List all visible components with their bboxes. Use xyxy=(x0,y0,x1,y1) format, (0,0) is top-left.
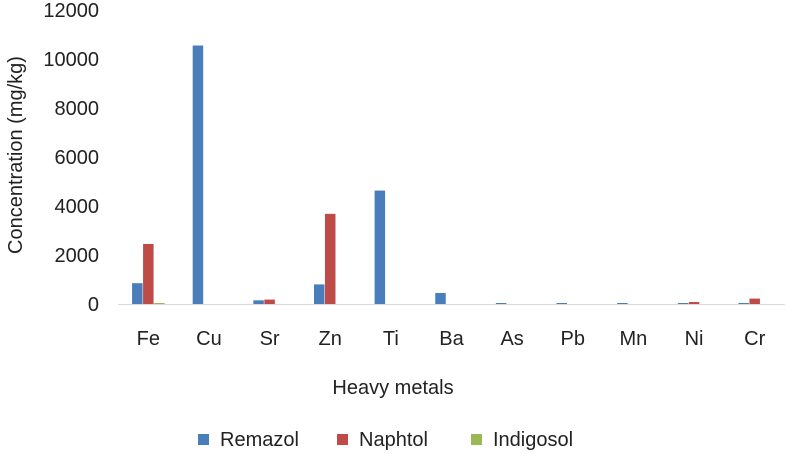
bar-remazol-cu xyxy=(192,45,204,305)
x-category-label: Cr xyxy=(744,328,765,350)
bar-naphtol-cr xyxy=(749,298,760,304)
x-category-label: Ba xyxy=(439,328,464,350)
bar-remazol-ni xyxy=(677,303,689,304)
bar-indigosol-fe xyxy=(154,303,165,304)
x-category-label: Ti xyxy=(383,328,399,350)
bar-remazol-as xyxy=(495,303,507,304)
bar-naphtol-sr xyxy=(264,299,275,304)
bar-remazol-mn xyxy=(617,303,628,304)
bar-remazol-sr xyxy=(253,300,264,304)
legend-swatch-naphtol xyxy=(337,434,348,445)
bar-naphtol-zn xyxy=(324,213,336,304)
bar-remazol-pb xyxy=(556,303,568,304)
legend-swatch-indigosol xyxy=(471,434,482,445)
bar-remazol-ba xyxy=(435,292,446,304)
bar-naphtol-ni xyxy=(688,302,700,304)
legend-label-remazol: Remazol xyxy=(220,429,299,451)
legend-label-indigosol: Indigosol xyxy=(493,429,573,451)
bar-remazol-fe xyxy=(132,283,143,304)
legend-label-naphtol: Naphtol xyxy=(359,429,428,451)
y-tick-label: 4000 xyxy=(55,196,100,218)
y-tick-label: 8000 xyxy=(55,98,100,120)
bars xyxy=(132,45,760,305)
y-axis-title: Concentration (mg/kg) xyxy=(5,56,27,254)
x-category-label: As xyxy=(500,328,523,350)
x-category-label: Fe xyxy=(137,328,160,350)
bar-naphtol-fe xyxy=(143,243,154,304)
legend-swatch-remazol xyxy=(198,434,209,445)
x-category-label: Sr xyxy=(260,328,280,350)
y-tick-label: 6000 xyxy=(55,147,100,169)
x-category-label: Zn xyxy=(319,328,342,350)
x-category-label: Cu xyxy=(196,328,222,350)
x-category-label: Ni xyxy=(685,328,704,350)
y-tick-label: 2000 xyxy=(55,245,100,267)
x-axis-title: Heavy metals xyxy=(332,377,453,399)
x-axis-category-labels: Fe Cu Sr Zn Ti Ba As Pb Mn Ni Cr xyxy=(137,328,766,350)
bar-remazol-zn xyxy=(313,284,325,304)
y-tick-label: 12000 xyxy=(43,0,99,22)
bar-remazol-ti xyxy=(374,190,386,304)
legend: Remazol Naphtol Indigosol xyxy=(198,429,573,451)
y-axis-ticks: 0 2000 4000 6000 8000 10000 12000 xyxy=(43,0,99,316)
bar-remazol-cr xyxy=(738,303,749,304)
x-category-label: Mn xyxy=(620,328,648,350)
y-tick-label: 10000 xyxy=(43,49,99,71)
x-category-label: Pb xyxy=(561,328,585,350)
y-tick-label: 0 xyxy=(88,294,99,316)
